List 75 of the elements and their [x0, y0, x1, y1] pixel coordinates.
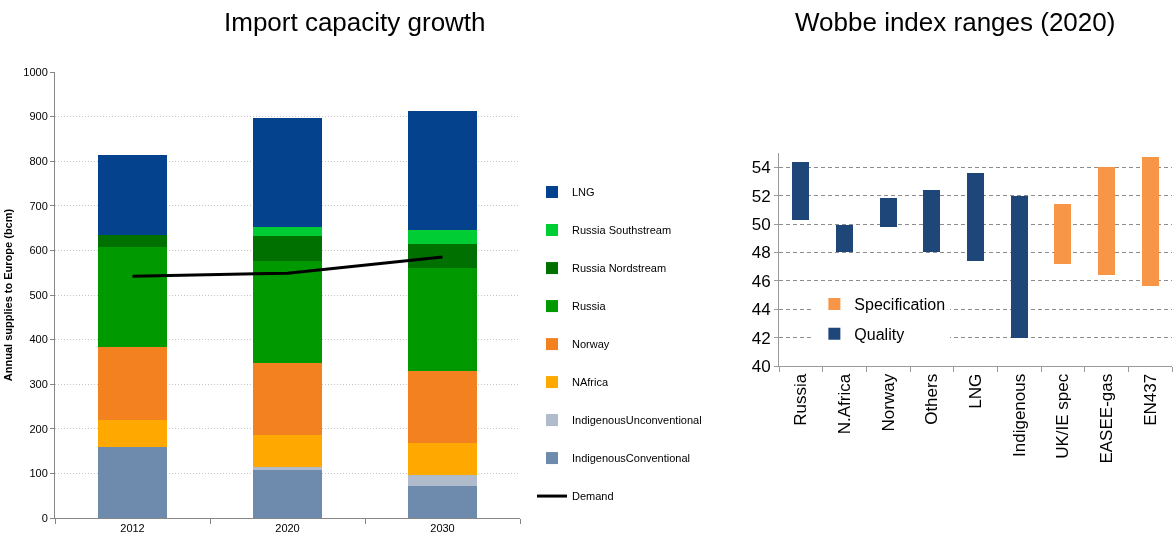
bar: [407, 230, 478, 245]
x-tick-label: 2030: [430, 522, 455, 535]
x-tick-label: 2020: [275, 522, 300, 535]
bar: [407, 474, 478, 487]
legend-label: Specification: [854, 296, 946, 314]
y-tick-label: 44: [751, 300, 771, 320]
y-tick-label: 700: [29, 199, 48, 212]
x-tick-label: LNG: [966, 373, 986, 409]
legend-label: Demand: [572, 490, 614, 503]
bar: [97, 347, 168, 420]
legend-label: LNG: [572, 186, 595, 199]
legend-label: NAfrica: [572, 376, 609, 389]
y-tick-label: 0: [41, 511, 48, 524]
y-tick-label: 900: [29, 110, 48, 123]
bar: [407, 370, 478, 444]
y-tick-label: 52: [751, 186, 771, 206]
y-tick-label: 300: [29, 378, 48, 391]
bar: [97, 234, 168, 248]
x-tick-label: EN437: [1140, 373, 1160, 426]
bar: [1054, 204, 1072, 264]
legend-label: Norway: [572, 338, 610, 351]
y-tick-label: 200: [29, 422, 48, 435]
legend-label: IndigenousConventional: [572, 452, 691, 465]
y-tick-label: 400: [29, 333, 48, 346]
y-tick-label: 48: [751, 243, 771, 263]
bar: [252, 261, 323, 363]
bar: [923, 189, 941, 253]
legend-label: Quality: [854, 326, 905, 344]
bar: [407, 111, 478, 231]
y-tick-label: 54: [751, 158, 771, 178]
bar: [252, 236, 323, 262]
bar: [835, 225, 854, 253]
bar: [97, 419, 168, 447]
bar: [407, 244, 478, 269]
bar: [879, 198, 897, 227]
bar: [252, 435, 323, 467]
legend-label: IndigenousUnconventional: [572, 414, 702, 427]
x-tick-label: Indigenous: [1009, 373, 1029, 457]
bar: [97, 446, 168, 518]
bar: [252, 362, 323, 436]
y-tick-label: 40: [751, 356, 771, 376]
y-tick-label: 500: [29, 288, 48, 301]
bar: [792, 161, 810, 220]
bar: [252, 226, 323, 237]
x-tick-label: UK/IE spec: [1053, 373, 1073, 459]
bar: [966, 172, 985, 261]
bar: [1010, 195, 1028, 338]
y-tick-label: 100: [29, 467, 48, 480]
bar: [407, 268, 478, 371]
x-tick-label: EASEE-gas: [1097, 373, 1117, 464]
y-tick-label: 800: [29, 155, 48, 168]
chart-title: Wobbe index ranges (2020): [795, 7, 1116, 37]
bar: [97, 154, 168, 235]
chart-title: Import capacity growth: [224, 7, 486, 37]
legend-label: Russia: [572, 300, 607, 313]
bar: [252, 470, 323, 518]
x-tick-label: Russia: [791, 373, 811, 426]
bar: [1097, 167, 1116, 276]
x-tick-label: Norway: [878, 373, 898, 432]
y-tick-label: 600: [29, 244, 48, 257]
y-tick-label: 46: [751, 271, 771, 291]
bar: [407, 443, 478, 475]
y-tick-label: 1000: [23, 65, 48, 78]
y-tick-label: 42: [751, 328, 771, 348]
y-axis-title: Annual supplies to Europe (bcm): [1, 208, 14, 382]
bar: [407, 486, 478, 518]
x-tick-label: 2012: [120, 522, 145, 535]
y-tick-label: 50: [751, 214, 771, 234]
bar: [252, 118, 323, 227]
bar: [97, 247, 168, 348]
x-tick-label: N.Africa: [835, 373, 855, 435]
legend-label: Russia Nordstream: [572, 262, 667, 275]
legend-label: Russia Southstream: [572, 224, 672, 237]
bar: [1141, 157, 1159, 287]
x-tick-label: Others: [922, 373, 942, 425]
